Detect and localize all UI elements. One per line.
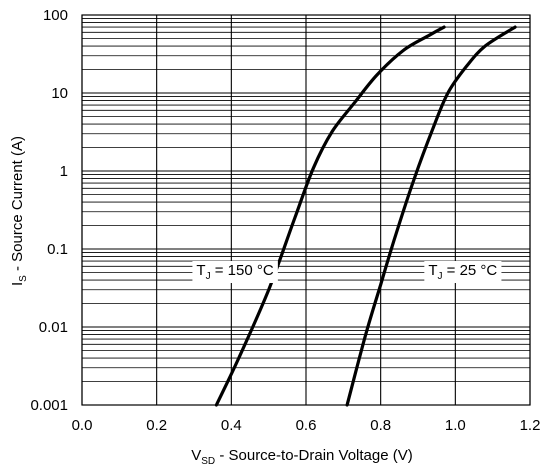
x-tick-label: 0.8 [370,417,391,434]
annotation-sub: J [206,271,211,282]
x-axis-label: VSD - Source-to-Drain Voltage (V) [191,447,413,467]
y-tick-label: 1 [60,163,68,180]
x-axis-label-rest: - Source-to-Drain Voltage (V) [215,447,413,464]
x-tick-label: 0.0 [72,417,93,434]
x-tick-label: 1.2 [520,417,541,434]
y-tick-labels: 100 10 1 0.1 0.01 0.001 [30,7,68,414]
x-axis-label-sub: SD [201,456,215,467]
x-tick-label: 0.4 [221,417,242,434]
annotation-sub: J [437,271,442,282]
y-axis-label-rest: - Source Current (A) [9,136,26,275]
series-line [214,25,446,407]
y-tick-label: 0.001 [30,397,68,414]
y-tick-label: 0.1 [47,241,68,258]
y-tick-label: 100 [43,7,68,24]
series-annotation: TJ = 25 °C [428,262,497,282]
y-axis-label-main: I [9,282,26,286]
series-annotation: TJ = 150 °C [196,262,273,282]
annotation-background [192,261,278,283]
annotation-rest: = 150 °C [211,262,274,279]
annotation-background [424,261,502,283]
y-axis-label-sub: S [18,275,29,282]
curves [214,25,517,407]
x-axis-label-main: V [191,447,201,464]
x-tick-label: 1.0 [445,417,466,434]
annotation-main: T [196,262,205,279]
x-tick-label: 0.2 [146,417,167,434]
annotations: TJ = 150 °C TJ = 25 °C [192,261,502,283]
y-tick-label: 10 [51,85,68,102]
x-tick-label: 0.6 [296,417,317,434]
y-tick-label: 0.01 [39,319,68,336]
y-axis-label: IS - Source Current (A) [9,136,29,286]
plot-frame [81,14,531,406]
annotation-main: T [428,262,437,279]
x-tick-labels: 0.0 0.2 0.4 0.6 0.8 1.0 1.2 [72,417,541,434]
series-line [345,25,517,407]
annotation-rest: = 25 °C [442,262,497,279]
